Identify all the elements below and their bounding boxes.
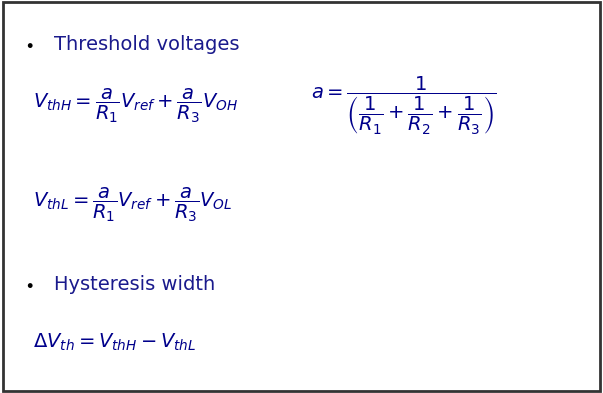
Text: $a = \dfrac{1}{\left(\dfrac{1}{R_1} + \dfrac{1}{R_2} + \dfrac{1}{R_3}\right)}$: $a = \dfrac{1}{\left(\dfrac{1}{R_1} + \d…: [311, 75, 496, 137]
Text: $V_{thH} = \dfrac{a}{R_1}V_{ref} + \dfrac{a}{R_3}V_{OH}$: $V_{thH} = \dfrac{a}{R_1}V_{ref} + \dfra…: [33, 87, 238, 125]
FancyBboxPatch shape: [3, 2, 600, 391]
Text: Hysteresis width: Hysteresis width: [54, 275, 215, 294]
Text: $V_{thL} = \dfrac{a}{R_1}V_{ref} + \dfrac{a}{R_3}V_{OL}$: $V_{thL} = \dfrac{a}{R_1}V_{ref} + \dfra…: [33, 185, 233, 224]
Text: $\bullet$: $\bullet$: [24, 275, 34, 293]
Text: $\bullet$: $\bullet$: [24, 35, 34, 53]
Text: $\Delta V_{th} = V_{thH} - V_{thL}$: $\Delta V_{th} = V_{thH} - V_{thL}$: [33, 331, 197, 353]
Text: Threshold voltages: Threshold voltages: [54, 35, 240, 54]
